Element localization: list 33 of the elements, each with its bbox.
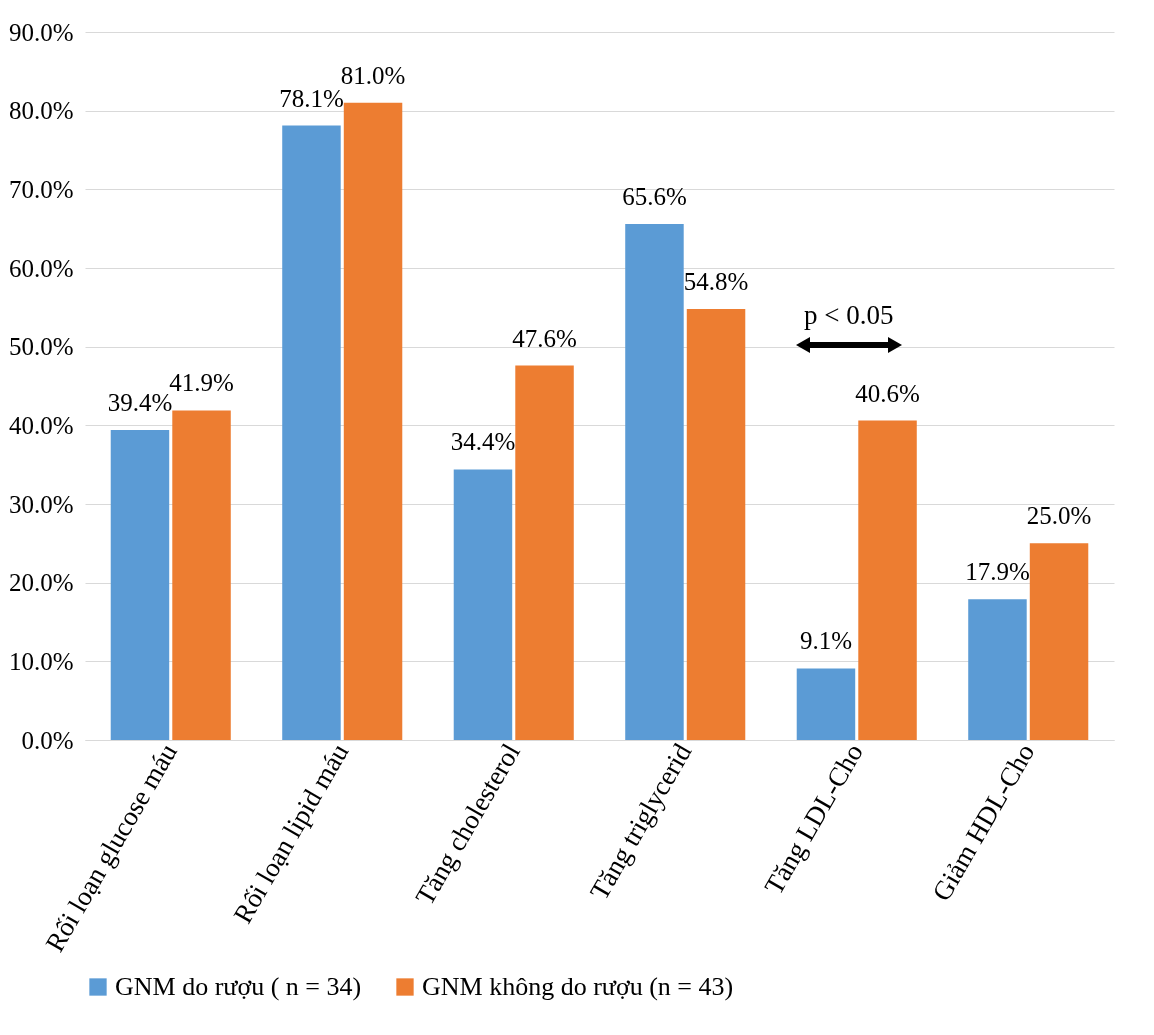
bar — [796, 668, 856, 740]
y-tick-label: 80.0% — [8, 97, 74, 125]
y-tick-label: 30.0% — [8, 490, 74, 518]
y-tick-label: 40.0% — [8, 411, 74, 439]
y-tick-label: 60.0% — [8, 254, 74, 282]
bar — [858, 420, 917, 740]
annotation: p < 0.05 — [804, 299, 894, 331]
data-label: 34.4% — [450, 428, 516, 456]
bar — [453, 469, 513, 740]
y-tick-label: 10.0% — [8, 647, 74, 675]
y-tick-label: 50.0% — [8, 333, 74, 361]
bar — [515, 365, 574, 740]
data-label: 65.6% — [622, 182, 687, 210]
y-tick-label: 90.0% — [8, 18, 74, 46]
bar — [625, 223, 684, 740]
bar — [968, 599, 1027, 740]
legend-label: GNM không do rượu (n = 43) — [422, 972, 734, 1001]
bar — [343, 102, 403, 740]
y-tick-label: 20.0% — [8, 569, 74, 597]
bar — [172, 410, 231, 740]
bar — [1029, 543, 1089, 740]
bar — [686, 308, 746, 740]
data-label: 9.1% — [799, 627, 853, 655]
data-label: 25.0% — [1026, 502, 1092, 530]
bar — [110, 430, 170, 740]
data-label: 40.6% — [855, 379, 920, 407]
data-label: 17.9% — [965, 558, 1030, 586]
y-tick-label: 70.0% — [8, 175, 74, 203]
data-label: 54.8% — [683, 267, 749, 295]
legend-label: GNM do rượu ( n = 34) — [115, 972, 362, 1001]
y-tick-label: 0.0% — [21, 726, 74, 754]
data-label: 47.6% — [512, 324, 577, 352]
bar — [282, 125, 341, 740]
